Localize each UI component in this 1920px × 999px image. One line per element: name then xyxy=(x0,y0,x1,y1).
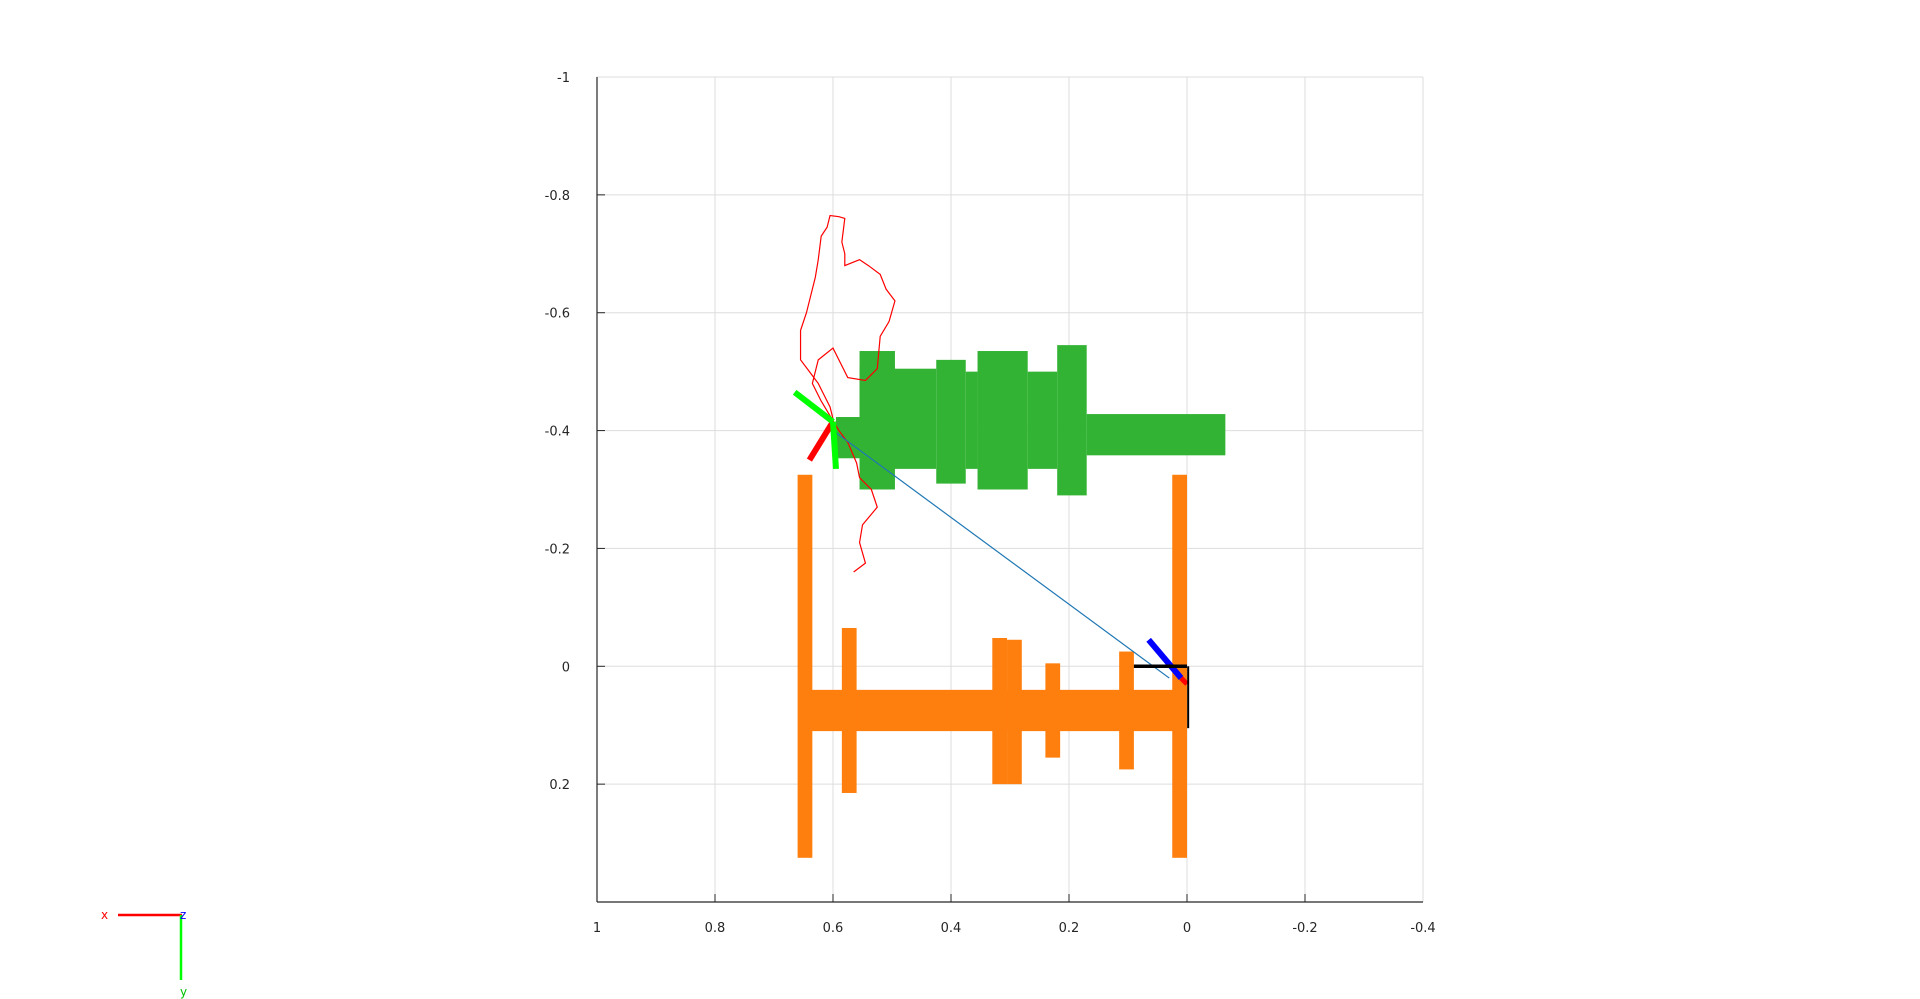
orange-body-segment xyxy=(841,627,857,793)
green-body-segment xyxy=(965,371,978,469)
y-tick-label: 0.2 xyxy=(549,778,570,793)
coordinate-frames xyxy=(792,389,1190,729)
x-tick-label: -0.2 xyxy=(1292,921,1317,936)
x-tick-labels: 1 0.8 0.6 0.4 0.2 0 -0.2 -0.4 xyxy=(593,921,1436,936)
plot-axes xyxy=(596,76,1424,903)
triad-z-label: z xyxy=(180,908,186,922)
x-tick-label: 0.2 xyxy=(1059,921,1080,936)
green-body-segment xyxy=(936,359,966,484)
y-tick-label: -0.8 xyxy=(545,189,570,204)
orange-body-segment xyxy=(992,638,1008,785)
y-tick-label: -0.2 xyxy=(545,542,570,557)
orange-body xyxy=(797,474,1187,858)
green-body-segment xyxy=(1086,414,1226,456)
frame2-z-axis xyxy=(1146,637,1184,681)
green-body-segment xyxy=(1057,345,1087,496)
x-tick-label: 0 xyxy=(1183,921,1191,936)
orange-body-segment xyxy=(1007,639,1022,785)
x-tick-label: 1 xyxy=(593,921,601,936)
triad-x-label: x xyxy=(101,908,108,922)
y-tick-labels: -1 -0.8 -0.6 -0.4 -0.2 0 0.2 xyxy=(545,71,570,793)
red-trajectory xyxy=(799,214,1170,679)
frame1-y-axis xyxy=(792,389,835,425)
trajectory-path xyxy=(799,214,896,573)
frame2-x-axis xyxy=(1179,676,1189,686)
x-tick-label: -0.4 xyxy=(1410,921,1435,936)
connection-line xyxy=(832,430,1170,679)
green-body-segment xyxy=(894,368,937,469)
orange-body-segment xyxy=(797,474,813,858)
y-tick-label: -0.4 xyxy=(545,425,570,440)
green-body-segment xyxy=(859,351,895,490)
x-tick-label: 0.8 xyxy=(705,921,726,936)
y-tick-label: -1 xyxy=(557,71,570,86)
green-body-segment xyxy=(977,351,1028,490)
triad-y-label: y xyxy=(180,985,187,999)
y-tick-label: 0 xyxy=(562,660,570,675)
orange-body-segment xyxy=(1045,663,1061,758)
green-body-segment xyxy=(835,417,860,459)
x-tick-label: 0.4 xyxy=(941,921,962,936)
x-tick-label: 0.6 xyxy=(823,921,844,936)
frame1-x-axis xyxy=(806,420,836,462)
green-body-segment xyxy=(1027,371,1058,469)
view-orientation-triad: x z y xyxy=(101,908,187,999)
y-tick-label: -0.6 xyxy=(545,307,570,322)
green-body xyxy=(835,345,1226,496)
frame1-z-axis xyxy=(830,421,839,470)
orange-body-segment xyxy=(1119,651,1134,770)
